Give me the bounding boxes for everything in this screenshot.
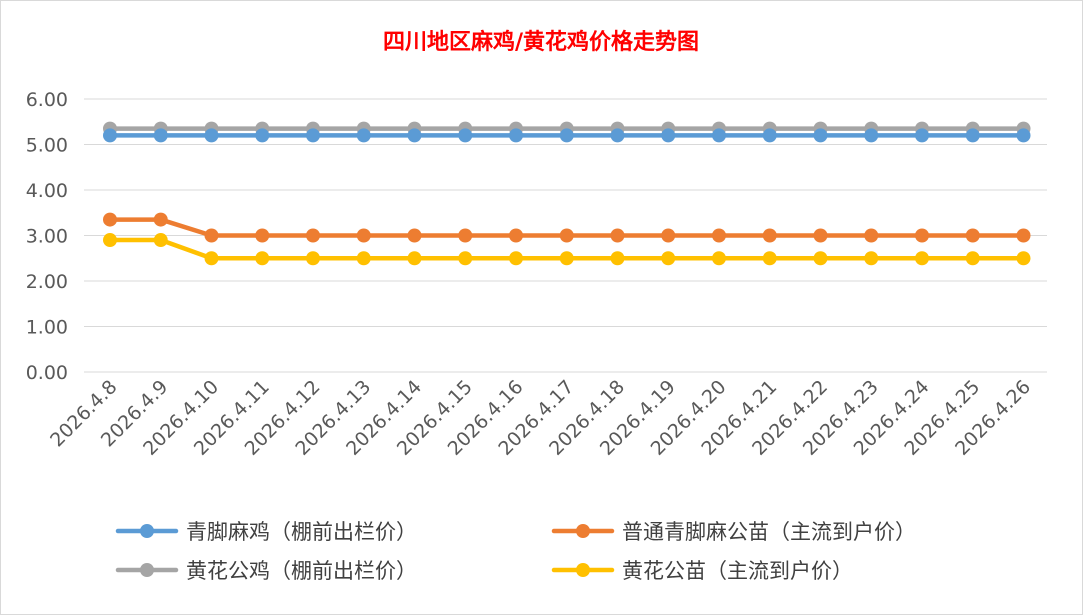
legend-swatch-marker: [576, 563, 590, 577]
data-point: [407, 228, 422, 243]
legend-label: 黄花公苗（主流到户价）: [622, 559, 853, 583]
data-point: [255, 228, 270, 243]
data-point: [458, 228, 473, 243]
data-point: [458, 251, 473, 266]
y-tick-label: 6.00: [26, 89, 68, 111]
data-point: [610, 251, 625, 266]
data-point: [1016, 251, 1031, 266]
data-point: [458, 128, 473, 143]
data-point: [915, 128, 929, 143]
data-point: [103, 212, 117, 227]
data-point: [153, 212, 168, 227]
data-point: [661, 228, 676, 243]
data-point: [813, 228, 828, 243]
data-point: [509, 228, 523, 243]
data-point: [356, 128, 371, 143]
data-point: [661, 128, 676, 143]
data-point: [204, 128, 219, 143]
data-point: [306, 251, 320, 266]
chart-title: 四川地区麻鸡/黄花鸡价格走势图: [383, 29, 699, 55]
legend-label: 普通青脚麻公苗（主流到户价）: [622, 520, 916, 544]
y-tick-label: 1.00: [26, 317, 68, 339]
data-point: [1016, 228, 1031, 243]
legend-label: 青脚麻鸡（棚前出栏价）: [186, 520, 417, 544]
data-point: [153, 128, 168, 143]
legend-swatch-marker: [576, 524, 590, 538]
legend-swatch-marker: [140, 524, 154, 538]
data-point: [356, 251, 371, 266]
data-point: [407, 128, 422, 143]
data-point: [712, 251, 726, 266]
legend-swatch-marker: [140, 563, 154, 577]
data-point: [965, 228, 980, 243]
data-point: [712, 228, 726, 243]
data-point: [610, 128, 625, 143]
data-point: [356, 228, 371, 243]
data-point: [306, 228, 320, 243]
y-tick-label: 5.00: [26, 135, 68, 157]
data-point: [509, 128, 523, 143]
data-point: [915, 251, 929, 266]
y-tick-label: 0.00: [26, 362, 68, 384]
data-point: [559, 128, 574, 143]
data-point: [204, 251, 219, 266]
data-point: [255, 251, 270, 266]
data-point: [509, 251, 523, 266]
data-point: [255, 128, 270, 143]
data-point: [762, 251, 777, 266]
data-point: [813, 251, 828, 266]
data-point: [762, 128, 777, 143]
data-point: [712, 128, 726, 143]
data-point: [610, 228, 625, 243]
data-point: [661, 251, 676, 266]
data-point: [559, 228, 574, 243]
data-point: [559, 251, 574, 266]
data-point: [813, 128, 828, 143]
data-point: [103, 233, 117, 248]
data-point: [965, 128, 980, 143]
legend-label: 黄花公鸡（棚前出栏价）: [186, 559, 417, 583]
data-point: [1016, 128, 1031, 143]
data-point: [864, 251, 879, 266]
data-point: [153, 233, 168, 248]
y-tick-label: 3.00: [26, 226, 68, 248]
data-point: [762, 228, 777, 243]
data-point: [407, 251, 422, 266]
data-point: [306, 128, 320, 143]
data-point: [103, 128, 117, 143]
data-point: [915, 228, 929, 243]
data-point: [864, 228, 879, 243]
data-point: [204, 228, 219, 243]
data-point: [864, 128, 879, 143]
y-tick-label: 2.00: [26, 271, 68, 293]
data-point: [965, 251, 980, 266]
y-tick-label: 4.00: [26, 180, 68, 202]
